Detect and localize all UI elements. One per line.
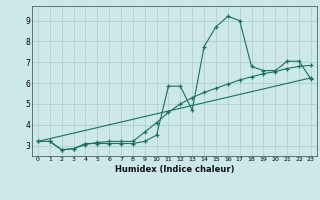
X-axis label: Humidex (Indice chaleur): Humidex (Indice chaleur) (115, 165, 234, 174)
